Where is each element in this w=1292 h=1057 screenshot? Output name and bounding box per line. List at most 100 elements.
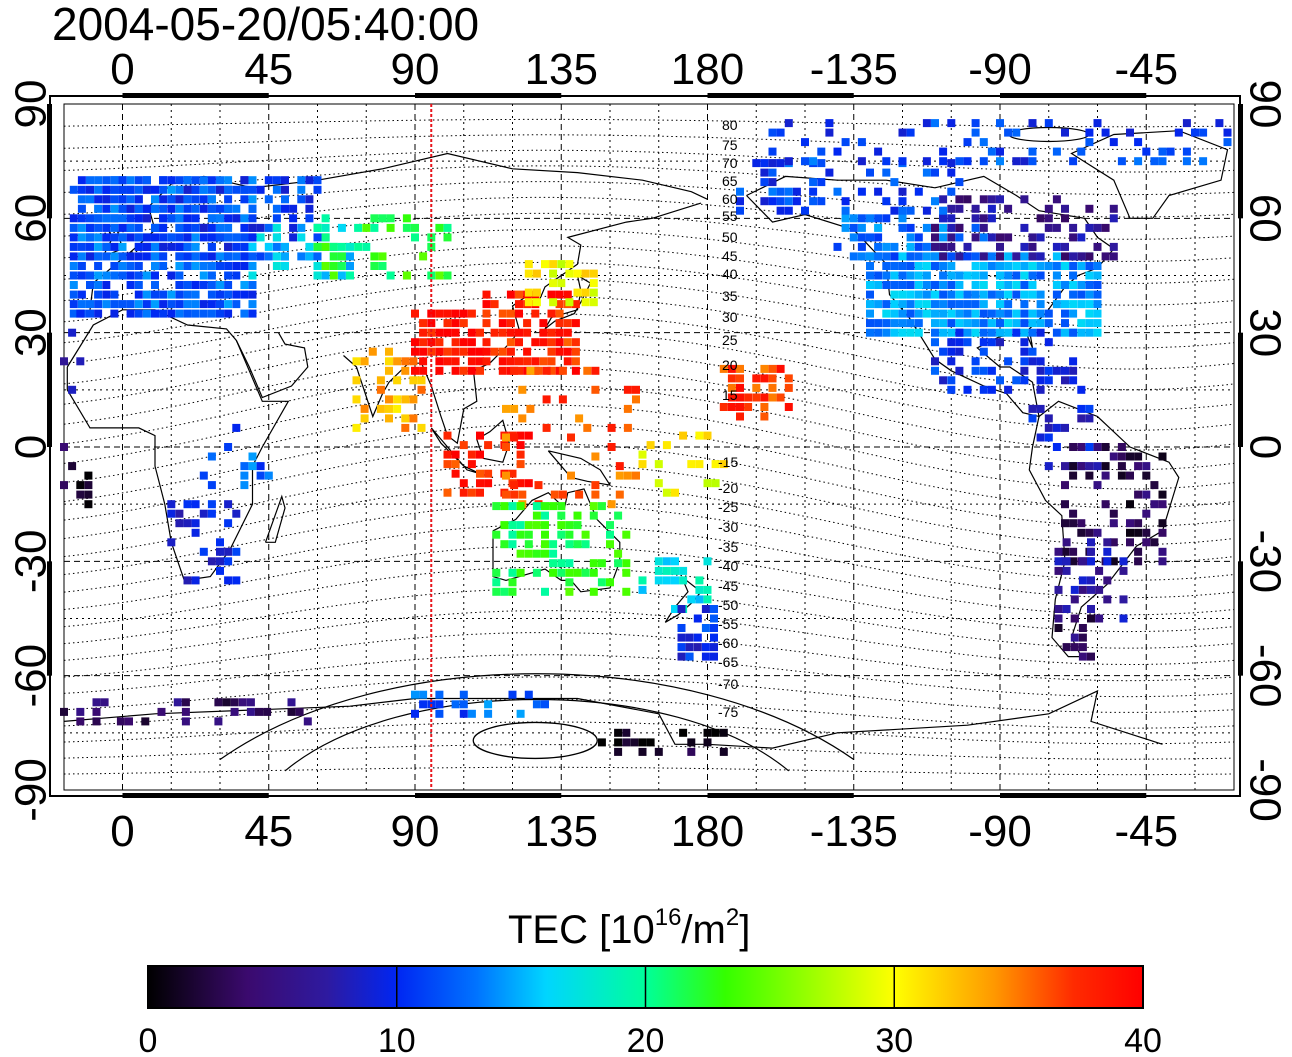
tec-patch [547,338,556,347]
tec-patch [1004,328,1013,337]
tec-patch [833,187,842,196]
tec-patch [419,357,428,366]
tec-patch [711,460,720,469]
tec-patch [571,357,580,366]
tec-patch [1109,252,1118,261]
tec-patch [1028,262,1037,270]
tec-patch [890,281,899,289]
tec-patch [550,490,559,499]
tec-patch [100,698,109,707]
tec-patch [695,576,704,585]
tec-patch [337,242,346,251]
contour-label-south: -35 [718,539,738,555]
tec-patch [825,128,834,137]
tec-patch [232,185,241,194]
tec-patch [955,157,964,166]
tec-patch [996,233,1004,242]
mlat-contour [63,118,1235,128]
tec-patch [1004,385,1013,394]
tec-patch [118,185,127,194]
contour-label-north: 60 [722,191,738,207]
tec-patch [516,460,525,469]
colorbar-title-exp2: 2 [725,904,740,931]
tec-patch [857,157,866,166]
contour-label-south: -65 [718,654,738,670]
tec-patch [1119,557,1128,566]
tec-patch [232,290,241,299]
tec-patch [1052,271,1061,280]
tec-patch [947,204,956,213]
tec-patch [719,460,728,469]
frame-bar-bottom [707,793,854,798]
tec-patch [1109,538,1118,547]
tec-patch [451,347,460,356]
tec-patch [695,585,704,594]
tec-patch [1054,585,1063,594]
tec-patch [175,519,184,528]
tec-patch [167,509,176,518]
tec-patch [484,441,493,450]
tec-patch [515,366,523,375]
tec-patch [987,319,996,328]
tec-patch [817,159,826,168]
tec-patch [987,252,996,261]
tec-patch [776,393,785,402]
tec-patch [947,300,956,309]
tec-patch [459,479,468,488]
tec-patch [443,357,452,366]
right-lat-label: 30 [1241,308,1290,357]
tec-patch [931,262,939,270]
tec-patch [492,578,501,587]
tec-patch [768,393,777,402]
tec-patch [482,357,491,366]
tec-patch [882,157,891,166]
tec-patch [240,462,249,471]
tec-patch [142,204,151,213]
tec-patch [581,530,590,539]
tec-patch [931,328,939,337]
tec-patch [69,290,78,299]
tec-patch [1052,290,1061,299]
tec-patch [183,204,192,213]
tec-patch [524,530,533,539]
tec-patch [329,242,338,251]
tec-patch [183,223,192,232]
tec-patch [825,119,834,128]
tec-patch [979,271,988,280]
tec-patch [955,366,964,375]
tec-patch [378,214,387,223]
tec-patch [776,159,785,168]
tec-patch [151,281,159,289]
tec-patch [256,223,265,232]
bottom-longitude-labels: 0 45 90 135 180 -135 -90 -45 [110,807,1178,856]
tec-patch [615,462,624,471]
tec-patch [1142,538,1151,547]
tec-patch [459,309,468,318]
tec-patch [199,471,208,480]
tec-patch [500,540,509,549]
tec-patch [118,271,127,280]
tec-patch [914,290,923,299]
tec-patch [630,738,639,747]
tec-patch [1061,376,1069,385]
tec-patch [906,271,915,280]
tec-patch [502,471,510,480]
tec-patch [710,643,718,652]
tec-patch [1085,262,1094,270]
tec-patch [866,168,874,177]
tec-patch [752,383,761,392]
tec-patch [482,300,491,309]
tec-patch [534,481,543,490]
contour-label-north: 75 [722,137,738,153]
coastline [66,309,290,582]
tec-patch [1061,481,1069,490]
tec-patch [701,643,710,652]
tec-patch [110,195,119,204]
tec-patch [1085,290,1094,299]
tec-patch [297,223,306,232]
tec-patch [142,233,151,242]
tec-patch [77,176,86,185]
tec-patch [1069,252,1078,261]
bottom-lon-label: 135 [525,807,598,856]
